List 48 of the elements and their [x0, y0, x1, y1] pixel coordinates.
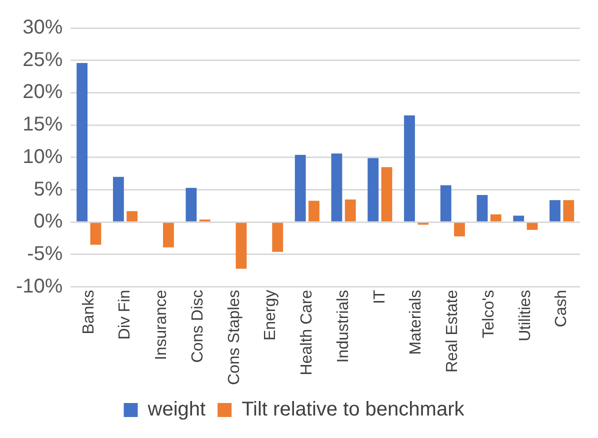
bar: [381, 167, 392, 222]
bar: [368, 158, 379, 222]
bar: [294, 154, 306, 222]
x-tick-label: IT: [371, 290, 388, 304]
legend-label: Tilt relative to benchmark: [242, 398, 466, 421]
y-tick-label: 20%: [22, 81, 63, 104]
x-tick-label: Utilities: [516, 290, 534, 342]
bar: [163, 222, 174, 248]
bar: [236, 222, 247, 269]
y-tick-label: 30%: [22, 16, 63, 39]
x-tick-label: Telco's: [480, 290, 498, 338]
y-tick-label: 15%: [22, 114, 63, 136]
y-tick-label: -5%: [27, 242, 63, 265]
bar: [440, 185, 452, 222]
bar: [490, 214, 502, 222]
y-tick-label: 0%: [34, 210, 63, 233]
bar: [126, 211, 138, 222]
bar: [454, 222, 465, 236]
bar: [331, 154, 342, 222]
x-tick-label: Banks: [80, 290, 98, 334]
bar: [90, 222, 102, 245]
bar: [563, 200, 574, 222]
x-tick-label: Energy: [262, 290, 280, 341]
bar: [186, 188, 197, 222]
bar: [76, 62, 88, 222]
bar: [404, 115, 415, 222]
bar: [550, 200, 560, 222]
x-tick-label: Materials: [408, 290, 425, 355]
bar: [526, 222, 538, 230]
bar: [272, 222, 284, 252]
x-tick-label: Health Care: [298, 290, 316, 376]
bar: [513, 216, 524, 222]
x-tick-label: Insurance: [153, 290, 170, 360]
y-tick-label: 25%: [22, 48, 63, 71]
x-tick-label: Real Estate: [444, 290, 462, 373]
bar: [308, 200, 320, 222]
bar: [344, 199, 356, 222]
y-tick-label: 10%: [22, 146, 63, 168]
bar: [112, 176, 124, 222]
bar: [476, 194, 488, 222]
x-tick-label: Industrials: [334, 290, 352, 363]
y-tick-label: -10%: [16, 275, 63, 298]
x-tick-label: Cons Disc: [189, 290, 206, 363]
x-tick-label: Cash: [553, 290, 570, 328]
y-tick-label: 5%: [34, 178, 63, 200]
x-tick-label: Div Fin: [116, 290, 134, 340]
legend-label: weight: [146, 398, 206, 421]
x-tick-label: Cons Staples: [226, 290, 243, 386]
